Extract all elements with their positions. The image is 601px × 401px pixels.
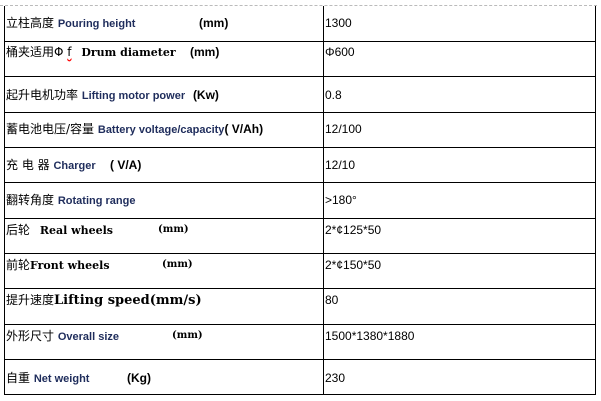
column-divider	[323, 6, 324, 395]
spec-label-pouring-height: 立柱高度 Pouring height (mm)	[6, 16, 228, 31]
label-en: Lifting speed	[54, 293, 150, 308]
label-en: Net weight	[33, 373, 90, 385]
label-zh: 外形尺寸	[6, 329, 55, 343]
label-zh: 立柱高度	[6, 16, 55, 30]
table-border-left	[4, 6, 5, 395]
label-zh: 前轮	[6, 258, 31, 272]
row-divider	[4, 324, 596, 325]
label-unit: ( V/A)	[110, 158, 142, 172]
spec-value: 1300	[325, 16, 352, 30]
spec-value: 0.8	[325, 88, 342, 102]
spec-value: 2*¢150*50	[325, 258, 382, 272]
spec-label-charger: 充 电 器 Charger ( V/A)	[6, 158, 141, 173]
label-zh: 自重	[6, 371, 31, 385]
spec-label-rotating-range: 翻转角度 Rotating range	[6, 193, 135, 208]
label-en: Pouring height	[57, 18, 136, 30]
row-divider	[4, 253, 596, 254]
label-en: Rotating range	[57, 195, 136, 207]
row-divider	[4, 288, 596, 289]
spec-value: Φ600	[325, 45, 355, 59]
spec-value: 12/100	[325, 122, 362, 136]
label-en: Lifting motor power	[81, 90, 186, 102]
row-divider	[4, 359, 596, 360]
label-en: Charger	[53, 160, 96, 172]
label-unit: (mm)	[158, 224, 189, 235]
row-divider	[4, 112, 596, 113]
label-zh: 充 电 器	[6, 158, 50, 172]
label-unit: (mm)	[190, 45, 220, 59]
page-edge	[0, 5, 597, 6]
label-en: Front wheels	[30, 259, 110, 272]
spec-value: 80	[325, 293, 339, 307]
label-zh: 后轮	[6, 223, 31, 237]
spec-label-net-weight: 自重 Net weight (Kg)	[6, 371, 151, 386]
spec-label-drum-diameter: 桶夹适用Φ f Drum diameter (mm)	[6, 45, 219, 60]
spec-label-lifting-speed: 提升速度Lifting speed(mm/s)	[6, 293, 202, 308]
spec-value: >180°	[325, 193, 357, 207]
label-zh: 翻转角度	[6, 193, 55, 207]
label-unit: (Kw)	[192, 88, 219, 102]
table-border-bottom	[4, 394, 596, 395]
label-en: Battery voltage/capacity	[97, 124, 225, 136]
label-zh: 起升电机功率	[6, 88, 79, 102]
label-unit: (mm)	[199, 16, 229, 30]
label-unit: (mm)	[162, 259, 193, 270]
row-divider	[4, 218, 596, 219]
label-zh: 桶夹适用Φ	[6, 45, 64, 59]
spec-value: 1500*1380*1880	[325, 329, 415, 343]
label-unit: ( V/Ah)	[224, 122, 264, 136]
label-unit: (mm)	[172, 330, 203, 341]
spec-value: 2*¢125*50	[325, 223, 382, 237]
spec-label-battery: 蓄电池电压/容量 Battery voltage/capacity( V/Ah)	[6, 122, 263, 137]
spec-value: 230	[325, 371, 346, 385]
spec-label-front-wheels: 前轮Front wheels (mm)	[6, 258, 193, 273]
row-divider	[4, 76, 596, 77]
label-zh: 蓄电池电压/容量	[6, 122, 95, 136]
label-en: Real wheels	[39, 224, 113, 237]
label-zh: 提升速度	[6, 293, 55, 307]
table-border-right	[595, 6, 596, 395]
spec-label-lifting-motor-power: 起升电机功率 Lifting motor power (Kw)	[6, 88, 219, 103]
label-unit: (Kg)	[127, 371, 151, 385]
row-divider	[4, 41, 596, 42]
row-divider	[4, 147, 596, 148]
label-unit: (mm/s)	[149, 293, 202, 308]
row-divider	[4, 182, 596, 183]
label-en: Drum diameter	[81, 46, 176, 59]
spec-value: 12/10	[325, 158, 356, 172]
spec-label-overall-size: 外形尺寸 Overall size (mm)	[6, 329, 203, 344]
label-zh-f: f	[67, 45, 72, 59]
label-en: Overall size	[57, 331, 119, 343]
spec-label-rear-wheels: 后轮 Real wheels (mm)	[6, 223, 189, 238]
